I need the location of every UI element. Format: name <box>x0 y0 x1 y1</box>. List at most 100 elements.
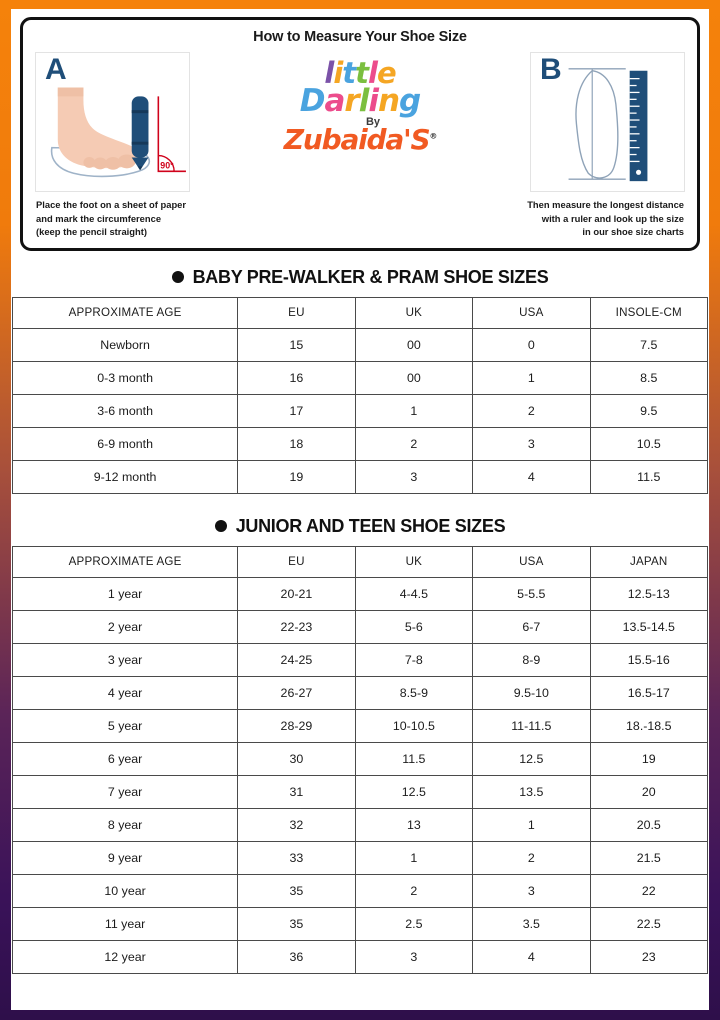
cell-uk: 2 <box>354 426 474 461</box>
cell-uk: 00 <box>354 360 474 395</box>
section-heading-junior: JUNIOR AND TEEN SHOE SIZES <box>11 516 709 537</box>
cell-uk: 00 <box>354 327 474 362</box>
logo-by-label: By <box>365 115 381 128</box>
cell-age: 3 year <box>11 642 239 677</box>
cell-eu: 26-27 <box>237 675 356 710</box>
cell-usa: 4 <box>472 939 591 974</box>
cell-age: Newborn <box>11 327 239 362</box>
measure-panels: A <box>31 52 689 192</box>
cell-usa: 1 <box>472 807 591 842</box>
how-to-measure-card: How to Measure Your Shoe Size A <box>20 17 700 251</box>
panel-a-letter: A <box>45 53 67 86</box>
cell-usa: 8-9 <box>472 642 591 677</box>
col-japan: JAPAN <box>589 545 709 578</box>
cell-uk: 1 <box>354 840 474 875</box>
section-title-baby: BABY PRE-WALKER & PRAM SHOE SIZES <box>192 266 549 287</box>
col-approximate-age: APPROXIMATE AGE <box>11 296 239 329</box>
table-row: 5 year 28-29 10-10.5 11-11.5 18.-18.5 <box>11 708 709 743</box>
logo-little: little <box>324 56 396 90</box>
cell-japan: 13.5-14.5 <box>589 609 709 644</box>
table-row: 12 year 36 3 4 23 <box>11 939 709 974</box>
cell-eu: 17 <box>237 393 356 428</box>
cell-insole: 11.5 <box>589 459 709 494</box>
cell-uk: 5-6 <box>354 609 474 644</box>
cell-japan: 19 <box>589 741 709 776</box>
cell-uk: 2.5 <box>354 906 474 941</box>
cell-usa: 2 <box>472 840 591 875</box>
panel-b-caption-line-3: in our shoe size charts <box>582 226 684 238</box>
col-uk: UK <box>354 545 474 578</box>
cell-age: 8 year <box>11 807 239 842</box>
cell-eu: 16 <box>237 360 356 395</box>
cell-uk: 8.5-9 <box>354 675 474 710</box>
cell-insole: 10.5 <box>589 426 709 461</box>
table-row: 3 year 24-25 7-8 8-9 15.5-16 <box>11 642 709 677</box>
cell-eu: 32 <box>237 807 356 842</box>
cell-uk: 4-4.5 <box>354 576 474 611</box>
cell-age: 0-3 month <box>11 360 239 395</box>
cell-japan: 21.5 <box>589 840 709 875</box>
cell-japan: 12.5-13 <box>589 576 709 611</box>
cell-age: 9-12 month <box>11 459 239 494</box>
cell-eu: 15 <box>237 327 356 362</box>
cell-japan: 16.5-17 <box>589 675 709 710</box>
cell-age: 6 year <box>11 741 239 776</box>
cell-age: 7 year <box>11 774 239 809</box>
logo-zubaidas: Zubaida'S® <box>284 125 438 154</box>
cell-japan: 22.5 <box>589 906 709 941</box>
panel-captions: Place the foot on a sheet of paper and m… <box>31 192 689 239</box>
cell-usa: 5-5.5 <box>472 576 591 611</box>
cell-age: 4 year <box>11 675 239 710</box>
table-header-row: APPROXIMATE AGE EU UK USA INSOLE-CM <box>11 296 709 329</box>
brand-logo: little Darling By Zubaida'S® <box>278 52 443 154</box>
cell-age: 11 year <box>11 906 239 941</box>
cell-insole: 8.5 <box>589 360 709 395</box>
col-approximate-age: APPROXIMATE AGE <box>11 545 239 578</box>
cell-uk: 7-8 <box>354 642 474 677</box>
cell-eu: 20-21 <box>237 576 356 611</box>
cell-usa: 6-7 <box>472 609 591 644</box>
junior-table-wrap: APPROXIMATE AGE EU UK USA JAPAN 1 year 20… <box>11 545 709 974</box>
col-eu: EU <box>237 545 356 578</box>
cell-eu: 18 <box>237 426 356 461</box>
cell-age: 9 year <box>11 840 239 875</box>
cell-japan: 20 <box>589 774 709 809</box>
panel-b-ruler-measure: B <box>530 52 685 192</box>
panel-a-caption: Place the foot on a sheet of paper and m… <box>36 198 286 239</box>
cell-usa: 3.5 <box>472 906 591 941</box>
table-row: 6-9 month 18 2 3 10.5 <box>11 426 709 461</box>
panel-b-caption-line-2: with a ruler and look up the size <box>541 212 684 224</box>
cell-japan: 23 <box>589 939 709 974</box>
panel-a-caption-line-2: and mark the circumference <box>36 212 162 224</box>
table-row: 9-12 month 19 3 4 11.5 <box>11 459 709 494</box>
col-uk: UK <box>354 296 474 329</box>
panel-a-caption-line-1: Place the foot on a sheet of paper <box>36 199 187 210</box>
cell-age: 1 year <box>11 576 239 611</box>
logo-darling: Darling <box>299 82 422 119</box>
panel-b-caption: Then measure the longest distance with a… <box>434 198 684 239</box>
angle-label: 90° <box>160 160 174 170</box>
panel-b-letter: B <box>540 53 562 86</box>
cell-eu: 31 <box>237 774 356 809</box>
cell-eu: 35 <box>237 906 356 941</box>
cell-uk: 12.5 <box>354 774 474 809</box>
baby-shoe-size-table: APPROXIMATE AGE EU UK USA INSOLE-CM Newb… <box>11 296 709 494</box>
cell-usa: 2 <box>472 393 591 428</box>
table-row: Newborn 15 00 0 7.5 <box>11 327 709 362</box>
baby-table-wrap: APPROXIMATE AGE EU UK USA INSOLE-CM Newb… <box>11 296 709 494</box>
table-row: 2 year 22-23 5-6 6-7 13.5-14.5 <box>11 609 709 644</box>
cell-japan: 15.5-16 <box>589 642 709 677</box>
cell-insole: 7.5 <box>589 327 709 362</box>
page-title: How to Measure Your Shoe Size <box>253 29 467 45</box>
cell-uk: 10-10.5 <box>354 708 474 743</box>
cell-insole: 9.5 <box>589 393 709 428</box>
col-eu: EU <box>237 296 356 329</box>
panel-b-caption-line-1: Then measure the longest distance <box>527 199 684 210</box>
foot-ruler-illustration <box>568 68 648 182</box>
cell-uk: 11.5 <box>354 741 474 776</box>
cell-japan: 18.-18.5 <box>589 708 709 743</box>
cell-age: 6-9 month <box>11 426 239 461</box>
cell-uk: 3 <box>354 939 474 974</box>
section-heading-baby: BABY PRE-WALKER & PRAM SHOE SIZES <box>11 267 709 288</box>
